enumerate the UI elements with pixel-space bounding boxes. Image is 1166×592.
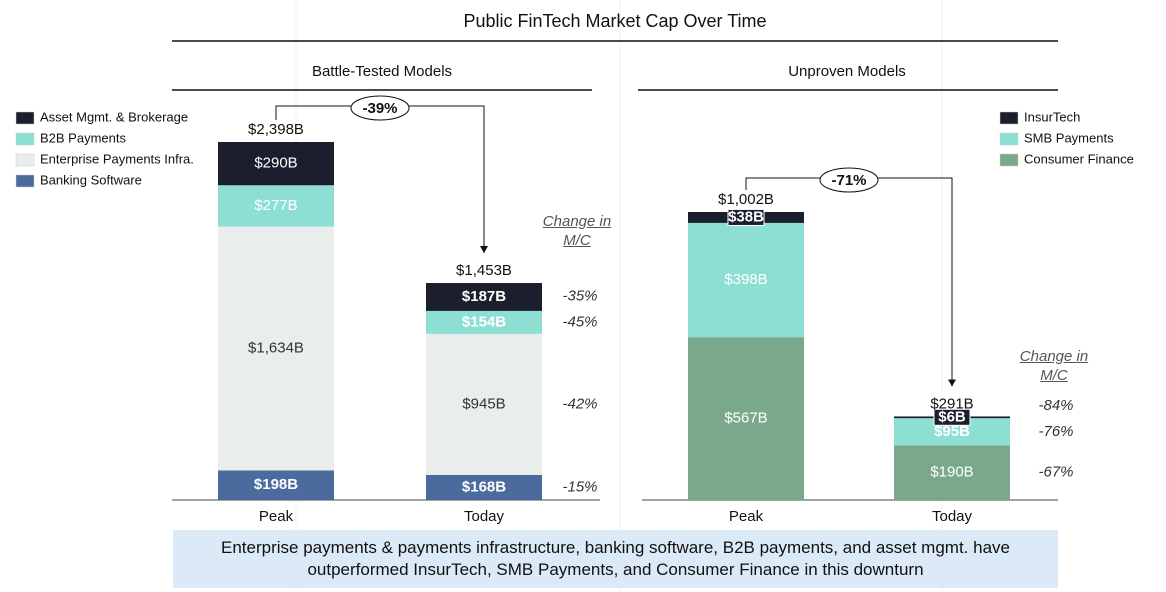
- legend-label: Banking Software: [40, 172, 142, 187]
- value-label: $290B: [254, 155, 297, 172]
- value-label: $190B: [930, 464, 973, 481]
- value-label: $567B: [724, 410, 767, 427]
- bar-segment: [894, 445, 1010, 500]
- label-box: [933, 408, 971, 426]
- bar-segment: [426, 310, 542, 334]
- bar-segment: [218, 470, 334, 500]
- bar-segment: [218, 226, 334, 471]
- change-oval: [350, 95, 410, 121]
- total-label: $291B: [930, 395, 973, 412]
- legend-label: Consumer Finance: [1024, 151, 1134, 166]
- value-label: $6B: [938, 408, 966, 425]
- change-label: -42%: [562, 395, 597, 412]
- legend-swatch: [15, 153, 35, 167]
- change-header: Change in M/C: [542, 213, 612, 249]
- value-label: $95B: [934, 423, 970, 440]
- change-label: -84%: [1038, 397, 1073, 414]
- bar-segment: [688, 337, 804, 500]
- value-label: $168B: [462, 478, 506, 495]
- total-label: $1,002B: [718, 191, 774, 208]
- legend-swatch: [999, 111, 1019, 125]
- panel-title: Battle-Tested Models: [312, 63, 452, 80]
- arrow-head: [948, 379, 956, 387]
- label-box: [727, 208, 765, 226]
- change-label: -35%: [562, 287, 597, 304]
- x-tick-label: Today: [464, 508, 505, 525]
- arrow-head: [480, 246, 488, 254]
- total-label: $1,453B: [456, 262, 512, 279]
- value-label: $154B: [462, 313, 506, 330]
- value-label: $945B: [462, 395, 505, 412]
- legend-label: InsurTech: [1024, 109, 1080, 124]
- chart-title: Public FinTech Market Cap Over Time: [463, 11, 766, 31]
- legend-label: Asset Mgmt. & Brokerage: [40, 109, 188, 124]
- change-label: -76%: [1038, 423, 1073, 440]
- legend-swatch: [999, 153, 1019, 167]
- change-label: -45%: [562, 313, 597, 330]
- change-total: -71%: [831, 172, 866, 189]
- legend-label: Enterprise Payments Infra.: [40, 151, 194, 166]
- value-label: $1,634B: [248, 340, 304, 357]
- value-label: $187B: [462, 288, 506, 305]
- change-label: -67%: [1038, 464, 1073, 481]
- legend-label: B2B Payments: [40, 130, 126, 145]
- x-tick-label: Today: [932, 508, 973, 525]
- value-label: $277B: [254, 197, 297, 214]
- change-label: -15%: [562, 478, 597, 495]
- x-tick-label: Peak: [729, 508, 764, 525]
- panel-title: Unproven Models: [788, 63, 906, 80]
- value-label: $398B: [724, 271, 767, 288]
- bar-segment: [218, 142, 334, 186]
- bar-segment: [426, 474, 542, 500]
- legend-swatch: [999, 132, 1019, 146]
- bar-segment: [218, 185, 334, 227]
- value-label: $198B: [254, 476, 298, 493]
- change-oval: [819, 167, 879, 193]
- bar-segment: [426, 283, 542, 311]
- bar-segment: [426, 333, 542, 475]
- bar-segment: [688, 222, 804, 338]
- total-label: $2,398B: [248, 121, 304, 138]
- change-header: Change in M/C: [1019, 348, 1089, 384]
- legend-swatch: [15, 111, 35, 125]
- legend-label: SMB Payments: [1024, 130, 1114, 145]
- footnote: Enterprise payments & payments infrastru…: [173, 530, 1058, 588]
- legend-swatch: [15, 174, 35, 188]
- legend-swatch: [15, 132, 35, 146]
- x-tick-label: Peak: [259, 508, 294, 525]
- change-total: -39%: [362, 100, 397, 117]
- value-label: $38B: [728, 208, 764, 225]
